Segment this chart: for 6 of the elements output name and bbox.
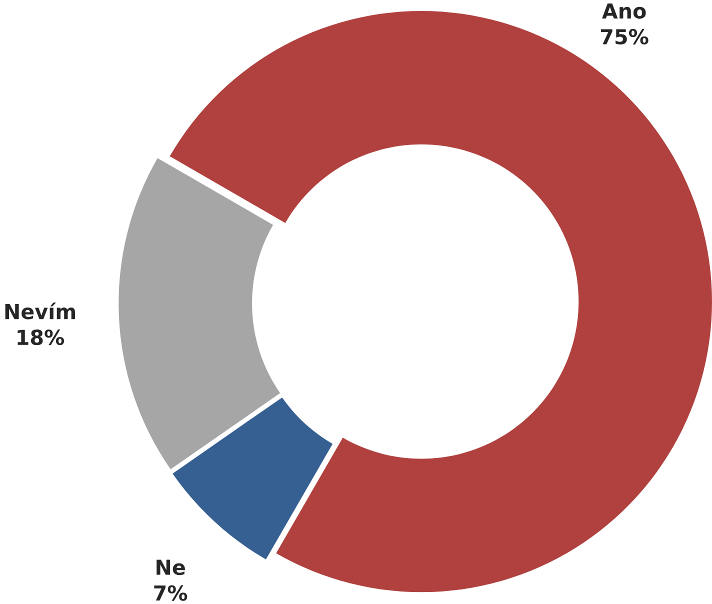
data-label: 18% [18, 329, 64, 345]
data-label: 75% [601, 28, 648, 44]
slice-label: Ano [602, 3, 646, 19]
slice-label: Nevím [5, 302, 75, 320]
slice-label: Ne [156, 560, 185, 575]
data-label: 7% [154, 585, 188, 601]
